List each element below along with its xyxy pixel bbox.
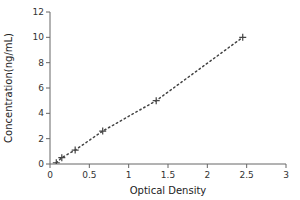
y-tick xyxy=(46,62,50,63)
data-point xyxy=(239,34,246,41)
x-tick-label: 2.5 xyxy=(240,170,254,180)
x-tick xyxy=(286,164,287,168)
data-point xyxy=(72,147,79,154)
x-tick-label: 1.5 xyxy=(161,170,175,180)
x-tick xyxy=(207,164,208,168)
x-tick-label: 3 xyxy=(283,170,289,180)
data-point xyxy=(153,97,160,104)
data-line xyxy=(56,37,242,162)
y-axis-label: Concentration(ng/mL) xyxy=(3,33,14,143)
x-ticks: 0 0.5 1 1.5 2 2.5 3 xyxy=(47,164,289,180)
chart-container: 0 0.5 1 1.5 2 2.5 3 0 2 4 6 8 10 12 Optical Density Con… xyxy=(0,0,300,200)
data-point xyxy=(99,128,106,135)
y-tick xyxy=(46,138,50,139)
x-tick xyxy=(128,164,129,168)
x-tick xyxy=(168,164,169,168)
y-tick xyxy=(46,12,50,13)
x-axis-label: Optical Density xyxy=(130,185,207,196)
data-point xyxy=(58,154,65,161)
y-ticks: 0 2 4 6 8 10 12 xyxy=(33,7,50,169)
y-tick xyxy=(46,37,50,38)
y-tick-label: 12 xyxy=(33,7,44,17)
x-tick xyxy=(89,164,90,168)
x-tick xyxy=(50,164,51,168)
y-tick xyxy=(46,113,50,114)
y-tick-label: 2 xyxy=(38,134,44,144)
y-tick-label: 6 xyxy=(38,83,44,93)
x-tick-label: 0.5 xyxy=(82,170,96,180)
plot-area xyxy=(53,34,246,164)
x-tick xyxy=(246,164,247,168)
y-tick-label: 4 xyxy=(38,108,44,118)
y-tick xyxy=(46,164,50,165)
y-tick-label: 8 xyxy=(38,58,44,68)
y-tick-label: 10 xyxy=(33,32,45,42)
x-tick-label: 1 xyxy=(126,170,132,180)
chart: 0 0.5 1 1.5 2 2.5 3 0 2 4 6 8 10 12 Optical Density Con… xyxy=(0,0,300,200)
x-tick-label: 2 xyxy=(204,170,210,180)
y-tick-label: 0 xyxy=(38,159,44,169)
data-point xyxy=(53,159,60,164)
y-tick xyxy=(46,88,50,89)
x-tick-label: 0 xyxy=(47,170,53,180)
